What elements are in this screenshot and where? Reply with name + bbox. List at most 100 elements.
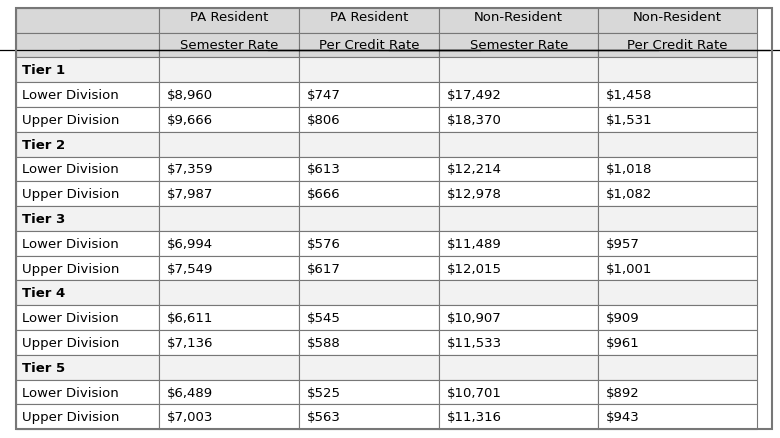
Text: PA Resident: PA Resident <box>190 11 268 24</box>
Text: $10,701: $10,701 <box>447 385 502 399</box>
Text: $7,359: $7,359 <box>167 163 214 176</box>
Bar <box>598 157 757 182</box>
Bar <box>439 355 598 380</box>
Text: $8,960: $8,960 <box>167 89 213 102</box>
Bar <box>598 132 757 157</box>
Bar <box>439 405 598 429</box>
Bar <box>159 33 300 58</box>
Bar <box>439 33 598 58</box>
Text: $7,987: $7,987 <box>167 188 214 201</box>
Text: $1,082: $1,082 <box>606 188 652 201</box>
Bar <box>439 380 598 405</box>
Text: Semester Rate: Semester Rate <box>180 39 278 53</box>
Bar <box>439 132 598 157</box>
Bar <box>16 157 159 182</box>
Bar <box>439 330 598 355</box>
Text: $961: $961 <box>606 336 640 349</box>
Bar <box>159 157 300 182</box>
Bar <box>16 405 159 429</box>
Bar <box>16 231 159 256</box>
Text: $525: $525 <box>307 385 341 399</box>
Bar <box>598 380 757 405</box>
Text: $545: $545 <box>307 311 341 325</box>
Bar <box>300 108 439 132</box>
Text: PA Resident: PA Resident <box>330 11 409 24</box>
Bar <box>159 83 300 108</box>
Text: Lower Division: Lower Division <box>22 311 119 325</box>
Bar <box>159 330 300 355</box>
Bar <box>598 405 757 429</box>
Bar <box>300 405 439 429</box>
Text: Upper Division: Upper Division <box>22 262 119 275</box>
Text: Upper Division: Upper Division <box>22 188 119 201</box>
Bar <box>439 281 598 306</box>
Text: $9,666: $9,666 <box>167 113 213 127</box>
Text: $12,214: $12,214 <box>447 163 502 176</box>
Text: Lower Division: Lower Division <box>22 89 119 102</box>
Text: $12,015: $12,015 <box>447 262 502 275</box>
Text: $563: $563 <box>307 410 341 424</box>
Text: $10,907: $10,907 <box>447 311 502 325</box>
Bar <box>16 281 159 306</box>
Bar <box>159 256 300 281</box>
Bar <box>598 306 757 330</box>
Text: $11,316: $11,316 <box>447 410 502 424</box>
Bar <box>16 256 159 281</box>
Bar <box>598 355 757 380</box>
Bar <box>300 355 439 380</box>
Bar <box>300 281 439 306</box>
Text: $7,549: $7,549 <box>167 262 214 275</box>
Text: Tier 4: Tier 4 <box>22 287 65 300</box>
Text: Lower Division: Lower Division <box>22 237 119 250</box>
Text: $892: $892 <box>606 385 640 399</box>
Text: Non-Resident: Non-Resident <box>474 11 563 24</box>
Text: Tier 1: Tier 1 <box>22 64 65 77</box>
Bar <box>598 58 757 83</box>
Bar <box>598 9 757 33</box>
Bar <box>16 380 159 405</box>
Bar <box>598 207 757 231</box>
Text: $943: $943 <box>606 410 640 424</box>
Bar <box>300 256 439 281</box>
Bar <box>159 108 300 132</box>
Text: $1,001: $1,001 <box>606 262 652 275</box>
Text: $1,018: $1,018 <box>606 163 652 176</box>
Bar <box>598 256 757 281</box>
Text: $1,531: $1,531 <box>606 113 653 127</box>
Text: $7,003: $7,003 <box>167 410 214 424</box>
Bar <box>16 355 159 380</box>
Bar <box>16 132 159 157</box>
Text: Tier 5: Tier 5 <box>22 361 65 374</box>
Text: Tier 2: Tier 2 <box>22 138 65 151</box>
Text: $576: $576 <box>307 237 341 250</box>
Bar <box>598 231 757 256</box>
Text: $617: $617 <box>307 262 341 275</box>
Text: Tier 3: Tier 3 <box>22 212 65 226</box>
Text: Upper Division: Upper Division <box>22 113 119 127</box>
Bar <box>439 231 598 256</box>
Bar <box>300 182 439 207</box>
Text: Upper Division: Upper Division <box>22 410 119 424</box>
Bar <box>300 207 439 231</box>
Bar <box>159 58 300 83</box>
Text: Non-Resident: Non-Resident <box>633 11 722 24</box>
Text: $18,370: $18,370 <box>447 113 502 127</box>
Bar <box>16 330 159 355</box>
Bar <box>159 281 300 306</box>
Bar <box>16 108 159 132</box>
Bar <box>159 355 300 380</box>
Bar <box>439 207 598 231</box>
Bar <box>598 83 757 108</box>
Text: Semester Rate: Semester Rate <box>470 39 568 53</box>
Bar <box>598 182 757 207</box>
Bar <box>159 231 300 256</box>
Bar <box>598 330 757 355</box>
Bar <box>439 157 598 182</box>
Bar <box>16 9 159 33</box>
Text: $12,978: $12,978 <box>447 188 502 201</box>
Text: $6,994: $6,994 <box>167 237 213 250</box>
Bar <box>300 83 439 108</box>
Bar <box>439 256 598 281</box>
Bar <box>300 132 439 157</box>
Bar <box>300 330 439 355</box>
